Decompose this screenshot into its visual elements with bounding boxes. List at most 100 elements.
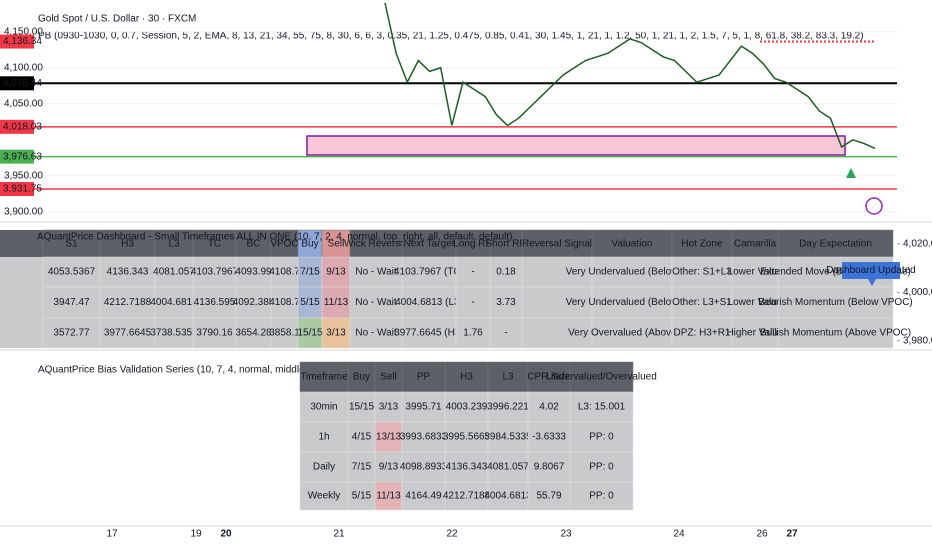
zone-box [306,135,846,156]
cell-text: 4092.385 [233,297,275,308]
column-header: Camarilla [734,239,777,250]
cell-text: 3858.1 [269,328,300,339]
y-tick-label: 4,050.00 [4,98,43,109]
time-label: 20 [220,529,232,540]
cell-text: 3654.28 [235,328,272,339]
table-cell [349,256,403,288]
bias-title: AQuantPrice Bias Validation Series (10, … [38,365,341,376]
table-cell [154,317,194,349]
table-cell [401,256,457,288]
price-tag [0,34,34,49]
cell-text: Very Overvalued (Above TC) [568,328,696,339]
cell-text: 4053.5367 [48,267,96,278]
table-cell [192,286,237,319]
cell-text: 3790.16 [196,328,233,339]
cell-text: 3977.6645 [104,328,152,339]
header-cell [489,229,523,258]
cell-text: PP: 0 [589,491,614,502]
cell-text: 4004.6813 (L3) [395,297,463,308]
table-cell [299,451,349,483]
table-cell [777,286,894,319]
y-tick-label: 4,000.00 [903,287,932,298]
symbol-title[interactable]: Gold Spot / U.S. Dollar · 30 · FXCM [38,14,196,25]
cell-text: 11/13 [376,491,401,502]
header-cell [731,229,779,258]
header-cell [487,361,529,393]
table-cell [154,256,194,288]
header-cell [401,361,446,393]
cell-text: 4136.343 [446,462,488,473]
cell-text: 4103.7967 (TC) [394,267,464,278]
header-cell [444,361,489,393]
cell-text: Bullish Momentum (Above VPOC) [760,328,911,339]
cell-text: Very Undervalued (Below BC) [566,267,699,278]
cell-text: No - Wait [355,328,397,339]
table-cell [192,256,237,288]
y-tick-label: 3,900.00 [4,207,43,218]
price-tag [0,149,34,164]
cell-text: 4136.595 [194,297,236,308]
cell-text: 9/13 [326,267,346,278]
column-header: Reversal Signal [522,239,592,250]
table-cell [321,317,351,349]
column-header: S1 [65,239,78,250]
cell-text: 4093.99 [235,267,272,278]
cell-text: 4003.239 [446,402,488,413]
table-cell [154,286,194,319]
cell-text: 3996.221 [487,402,529,413]
time-label: 21 [333,529,345,540]
table-cell [347,421,376,453]
cell-text: 4.02 [539,402,559,413]
table-cell [527,421,571,453]
time-label: 26 [756,529,768,540]
cell-text: 4004.6813 [150,297,198,308]
cell-text: Daily [313,462,335,473]
column-header: L3 [502,372,514,383]
table-cell [235,317,272,349]
cell-text: - [504,328,507,339]
time-label: 17 [106,529,118,540]
table-cell [521,256,593,288]
cell-text: 13/13 [376,432,401,443]
cell-text: Weekly [308,491,341,502]
price-tag [0,182,34,197]
cell-text: 15/15 [297,328,322,339]
header-cell [569,361,634,393]
table-cell [569,451,634,483]
time-label: 22 [446,529,458,540]
table-cell [374,391,403,423]
table-cell [347,481,376,511]
table-cell [270,286,299,319]
table-cell [42,256,101,288]
header-cell [591,229,673,258]
cell-text: 4098.8933 [400,462,448,473]
column-header: PP [417,372,431,383]
y-tick-label: 4,020.00 [903,238,932,249]
table-cell [569,421,634,453]
table-cell [444,451,489,483]
cell-text: 4103.7967 [191,267,239,278]
table-cell [569,481,634,511]
table-cell [99,317,156,349]
table-cell [401,421,446,453]
header-cell [99,229,156,258]
cell-text: No - Wait [355,297,397,308]
cell-text: 5/15 [300,297,320,308]
cell-text: 30min [310,402,337,413]
update-badge [842,262,900,279]
indicator-settings[interactable]: PB (0930-1030, 0, 0.7, Session, 5, 2, EM… [38,31,864,42]
table-cell [347,451,376,483]
header-cell [297,229,323,258]
update-badge-label: Dashboard Updated [826,265,916,276]
badge-pointer [868,279,876,286]
cell-text: 3993.6833 [400,432,448,443]
table-cell [401,391,446,423]
cell-text: 0.18 [496,267,516,278]
table-cell [521,317,593,349]
table-cell [401,317,457,349]
header-cell [349,229,403,258]
y-tick-label: 3,980.00 [903,335,932,346]
cell-text: Lower Value [728,297,783,308]
cell-text: 3.73 [496,297,516,308]
column-header: Wick Reversal [344,239,408,250]
